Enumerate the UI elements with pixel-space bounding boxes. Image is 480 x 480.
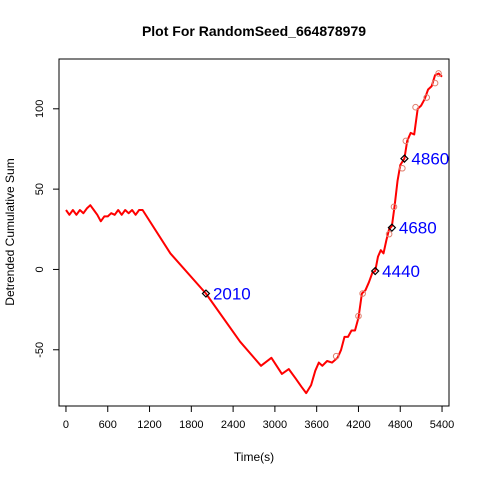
x-tick-label: 0: [63, 419, 69, 431]
series-line: [65, 72, 443, 395]
data-point-circle: [431, 79, 439, 87]
data-point-circle: [332, 352, 340, 360]
data-point-circle: [402, 137, 410, 145]
annotation-layer: 2010 4440 4680 4860: [201, 150, 449, 304]
annotation-marker: [387, 223, 397, 233]
data-point-circle: [359, 290, 366, 297]
annotation-label: 4680: [399, 219, 437, 238]
annotation-label: 4860: [411, 150, 449, 169]
data-point-circle: [355, 312, 362, 320]
annotation-marker: [400, 154, 409, 163]
y-axis-label: Detrended Cumulative Sum: [3, 158, 17, 305]
y-tick-label: 0: [34, 266, 46, 272]
circle-layer: [332, 70, 442, 360]
x-tick-label: 1200: [137, 419, 161, 431]
x-tick-label: 600: [99, 419, 117, 431]
data-point-circle: [390, 203, 398, 211]
plot-frame: [58, 58, 450, 407]
data-point-circle: [423, 94, 431, 101]
x-tick-label: 1800: [179, 419, 203, 431]
data-point-circle: [435, 70, 442, 77]
x-tick-label: 4800: [388, 419, 412, 431]
x-tick-label: 4200: [346, 419, 370, 431]
y-tick-label: -50: [34, 342, 46, 358]
y-tick-label: 50: [34, 183, 46, 195]
x-tick-label: 5400: [430, 419, 454, 431]
x-axis: 0 600 1200 1800 2400 3000 3600 4200 4800 5400: [63, 406, 454, 431]
data-point-circle: [399, 164, 406, 172]
x-axis-label: Time(s): [234, 450, 274, 464]
chart-title: Plot For RandomSeed_664878979: [142, 23, 366, 39]
y-tick-label: 100: [34, 100, 46, 118]
y-axis: -50 0 50 100: [34, 100, 59, 358]
annotation-marker: [370, 266, 380, 276]
annotation-marker: [201, 289, 211, 298]
x-tick-label: 3000: [263, 419, 287, 431]
annotation-label: 4440: [382, 262, 420, 281]
data-point-circle: [412, 103, 419, 111]
x-tick-label: 2400: [221, 419, 245, 431]
data-point-circle: [385, 230, 393, 238]
annotation-label: 2010: [213, 285, 251, 304]
series-layer: [65, 72, 443, 395]
x-tick-label: 3600: [304, 419, 328, 431]
